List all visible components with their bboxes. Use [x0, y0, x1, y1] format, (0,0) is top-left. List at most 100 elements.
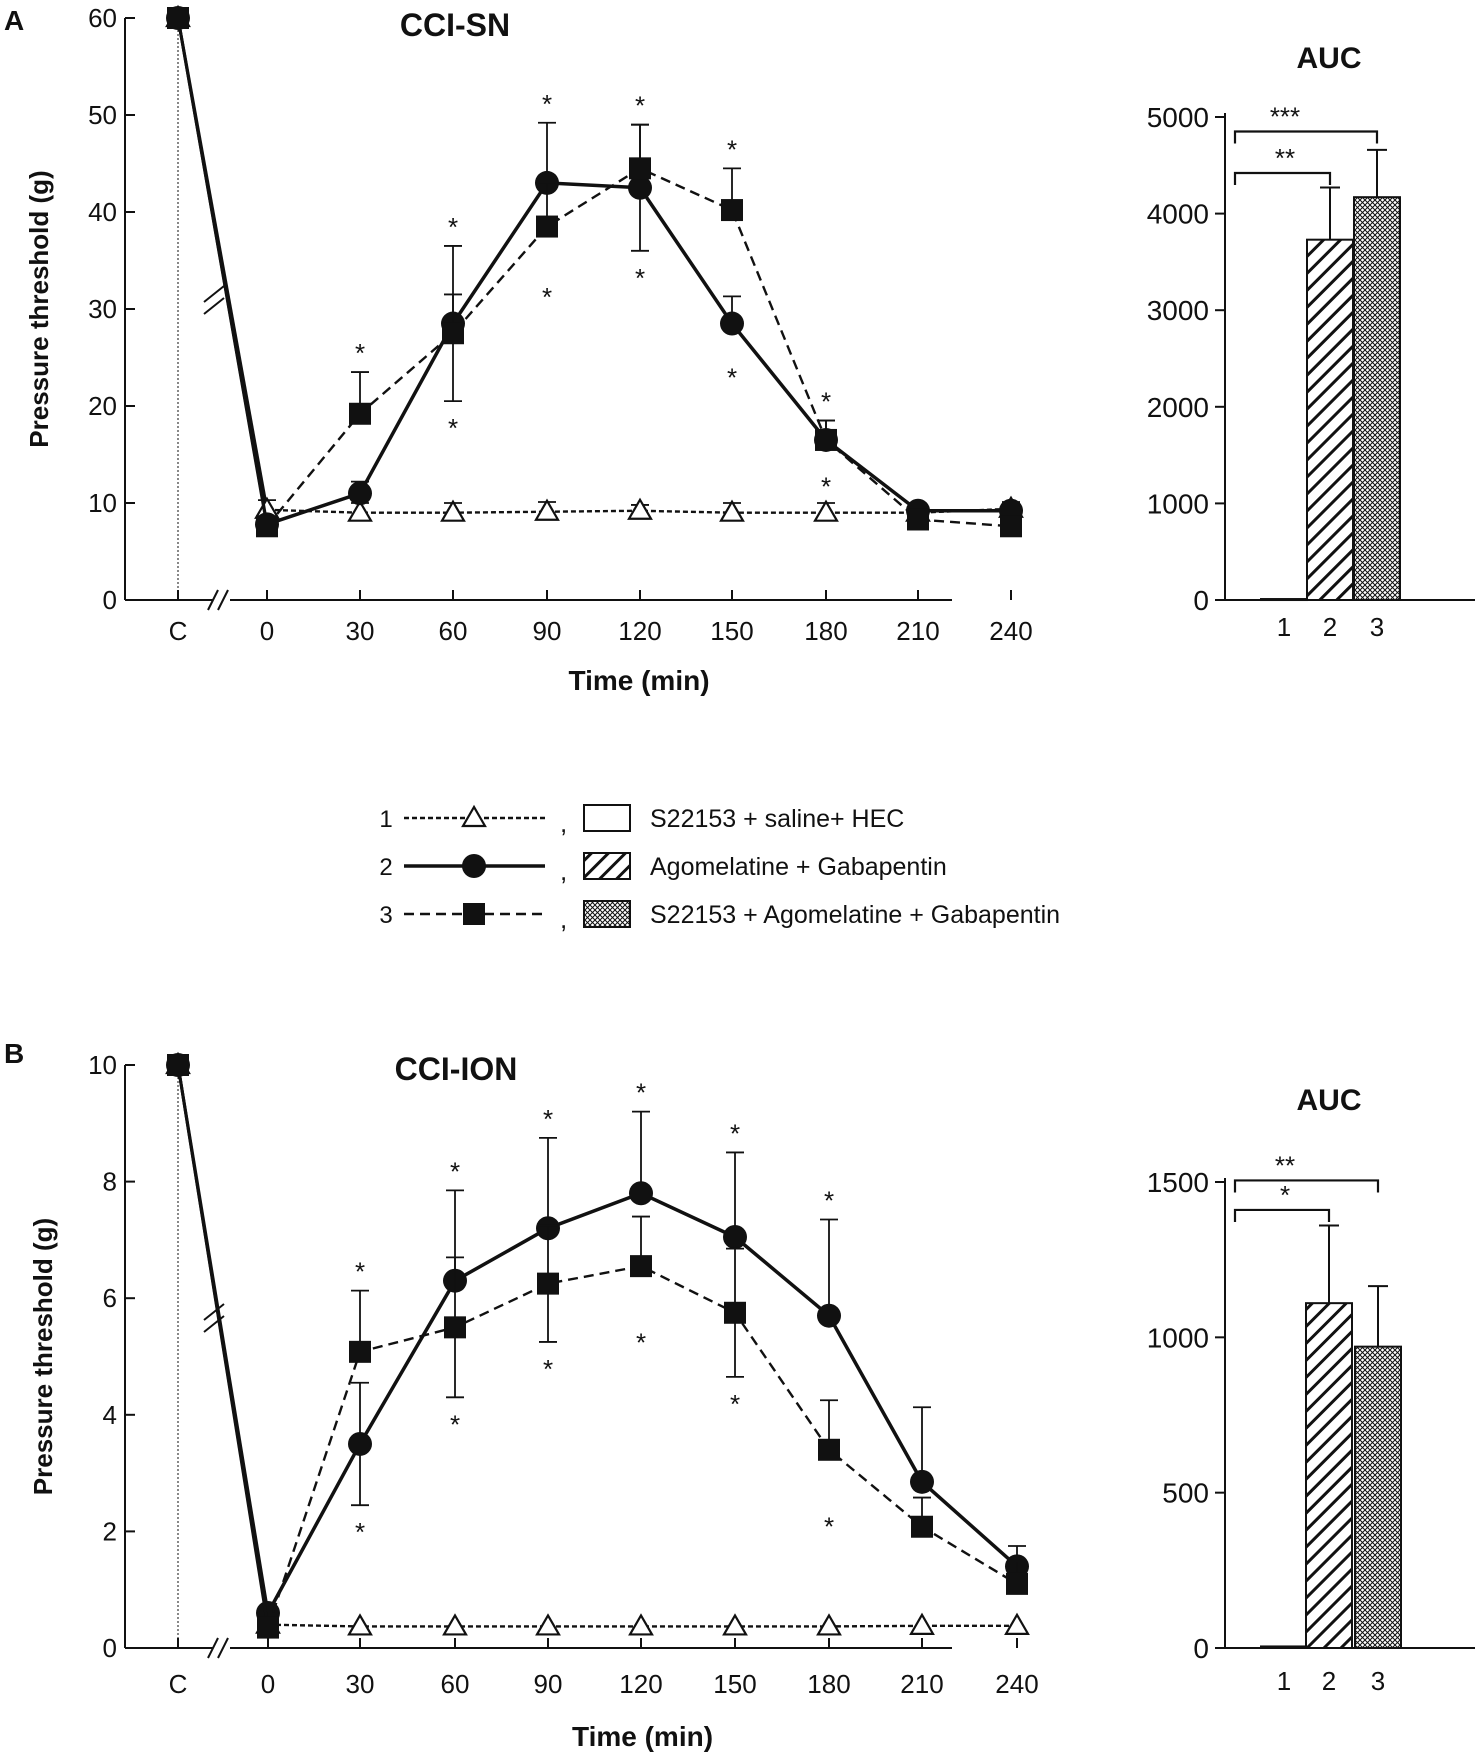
series-line-drop: [176, 1064, 270, 1628]
x-tick-label: 120: [618, 616, 661, 646]
significance-star: *: [542, 282, 552, 312]
x-tick-label: 30: [346, 616, 375, 646]
data-point: [630, 1255, 652, 1278]
auc-bar: [1260, 1645, 1308, 1649]
legend-label: Agomelatine + Gabapentin: [650, 853, 947, 881]
auc-y-tick-label: 1000: [1147, 488, 1209, 519]
data-point: [719, 499, 745, 522]
auc-significance-bracket: [1233, 171, 1332, 186]
x-axis-break-mark: [207, 1637, 219, 1659]
legend: 1, S22153 + saline+ HEC 2, Agomelatine + Ga…: [379, 804, 1060, 934]
data-point: [723, 1224, 747, 1249]
line-break-mark: [203, 1315, 225, 1333]
data-point: [910, 1469, 934, 1494]
panel-letter: A: [4, 5, 24, 36]
x-tick-label: 0: [260, 616, 274, 646]
data-point: [1004, 1612, 1030, 1635]
x-tick-label: 90: [534, 1669, 563, 1699]
data-point: [813, 499, 839, 522]
significance-star: *: [636, 1078, 646, 1108]
data-point: [911, 1515, 933, 1538]
x-axis-break-mark: [207, 589, 219, 611]
auc-y-tick-label: 0: [1193, 1633, 1209, 1664]
legend-separator: ,: [560, 904, 567, 934]
significance-star: *: [727, 363, 737, 393]
auc-x-tick-label: 1: [1277, 612, 1291, 642]
data-point: [442, 322, 464, 345]
series-line: [267, 1623, 1017, 1628]
y-axis-label: Pressure threshold (g): [24, 170, 54, 447]
auc-significance-label: **: [1275, 1150, 1295, 1180]
auc-x-tick-label: 2: [1323, 612, 1337, 642]
y-tick-label: 0: [103, 585, 117, 615]
line-break-mark: [203, 1303, 225, 1321]
data-point: [1006, 1572, 1028, 1595]
data-point: [348, 1431, 372, 1456]
significance-star: *: [635, 263, 645, 293]
auc-y-tick-label: 5000: [1147, 102, 1209, 133]
legend-number: 3: [379, 902, 392, 929]
data-point: [349, 1340, 371, 1363]
x-tick-label: 0: [261, 1669, 275, 1699]
data-point: [534, 498, 560, 521]
auc-significance-label: ***: [1270, 101, 1300, 131]
significance-star: *: [450, 1156, 460, 1186]
legend-number: 2: [379, 854, 392, 881]
auc-x-tick-label: 3: [1371, 1666, 1385, 1696]
significance-star: *: [355, 1517, 365, 1547]
auc-y-tick-label: 1500: [1147, 1167, 1209, 1198]
significance-star: *: [542, 89, 552, 119]
y-tick-label: 60: [88, 3, 117, 33]
series-3: [167, 1054, 1028, 1639]
auc-significance-bracket: [1233, 1179, 1380, 1193]
data-point: [444, 1316, 466, 1339]
series-2: [166, 6, 1023, 537]
data-point: [907, 508, 929, 531]
data-point: [442, 1613, 468, 1636]
data-point: [720, 311, 744, 336]
legend-marker: [462, 854, 486, 878]
significance-star: *: [824, 1511, 834, 1541]
significance-star: *: [355, 1257, 365, 1287]
y-tick-label: 30: [88, 294, 117, 324]
auc-x-tick-label: 1: [1277, 1666, 1291, 1696]
auc-chart: AUC 0 500 1000 1500 1 2 3 ***: [1147, 1084, 1475, 1696]
y-tick-label: 40: [88, 197, 117, 227]
series-line: [266, 181, 1011, 526]
auc-bar: [1260, 598, 1308, 602]
auc-significance-label: **: [1275, 143, 1295, 173]
y-tick-label: 4: [103, 1400, 117, 1430]
data-point: [347, 1613, 373, 1636]
auc-significance-bracket: [1233, 1208, 1331, 1222]
x-axis-label: Time (min): [572, 1721, 713, 1752]
data-point: [167, 1054, 189, 1076]
data-point: [536, 215, 558, 238]
series-1: [165, 4, 1024, 522]
significance-star: *: [730, 1389, 740, 1419]
legend-separator: ,: [560, 856, 567, 886]
series-1: [165, 1051, 1030, 1636]
legend-label: S22153 + saline+ HEC: [650, 805, 904, 833]
panel-letter: B: [4, 1038, 24, 1069]
legend-item-1: 1, S22153 + saline+ HEC: [379, 804, 904, 838]
significance-star: *: [543, 1354, 553, 1384]
y-tick-label: 8: [103, 1167, 117, 1197]
data-point: [724, 1301, 746, 1324]
auc-x-tick-label: 3: [1370, 612, 1384, 642]
series-line: [266, 1264, 1018, 1628]
data-point: [347, 499, 373, 522]
series-line: [266, 507, 1012, 514]
significance-star: *: [448, 212, 458, 242]
data-point: [628, 1613, 654, 1636]
x-axis-break-mark: [217, 589, 229, 611]
x-tick-label: C: [169, 616, 188, 646]
data-point: [257, 1616, 279, 1639]
y-tick-label: 0: [103, 1633, 117, 1663]
x-tick-label: 60: [439, 616, 468, 646]
auc-y-tick-label: 1000: [1147, 1322, 1209, 1353]
data-point: [628, 175, 652, 200]
legend-swatch: [583, 804, 631, 832]
chart-title: CCI-ION: [395, 1051, 518, 1087]
